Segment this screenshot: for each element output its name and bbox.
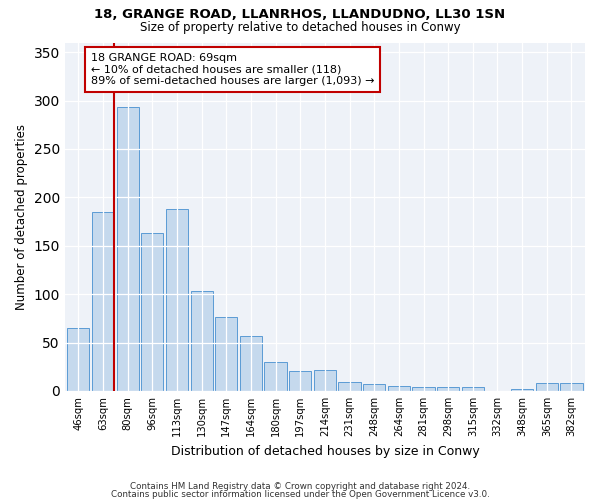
Bar — [240, 336, 262, 391]
Bar — [363, 384, 385, 391]
Bar — [536, 383, 558, 391]
Text: 18 GRANGE ROAD: 69sqm
← 10% of detached houses are smaller (118)
89% of semi-det: 18 GRANGE ROAD: 69sqm ← 10% of detached … — [91, 53, 374, 86]
Bar — [412, 387, 434, 391]
Bar — [289, 370, 311, 391]
Text: 18, GRANGE ROAD, LLANRHOS, LLANDUDNO, LL30 1SN: 18, GRANGE ROAD, LLANRHOS, LLANDUDNO, LL… — [94, 8, 506, 20]
Bar — [215, 318, 238, 391]
Bar — [511, 389, 533, 391]
Text: Size of property relative to detached houses in Conwy: Size of property relative to detached ho… — [140, 21, 460, 34]
Bar — [560, 383, 583, 391]
Bar — [314, 370, 336, 391]
Bar — [191, 291, 213, 391]
Bar — [338, 382, 361, 391]
X-axis label: Distribution of detached houses by size in Conwy: Distribution of detached houses by size … — [170, 444, 479, 458]
Text: Contains HM Land Registry data © Crown copyright and database right 2024.: Contains HM Land Registry data © Crown c… — [130, 482, 470, 491]
Text: Contains public sector information licensed under the Open Government Licence v3: Contains public sector information licen… — [110, 490, 490, 499]
Bar — [116, 108, 139, 391]
Bar — [265, 362, 287, 391]
Bar — [166, 209, 188, 391]
Bar — [388, 386, 410, 391]
Bar — [437, 387, 459, 391]
Bar — [67, 328, 89, 391]
Bar — [92, 212, 114, 391]
Y-axis label: Number of detached properties: Number of detached properties — [15, 124, 28, 310]
Bar — [141, 233, 163, 391]
Bar — [462, 387, 484, 391]
